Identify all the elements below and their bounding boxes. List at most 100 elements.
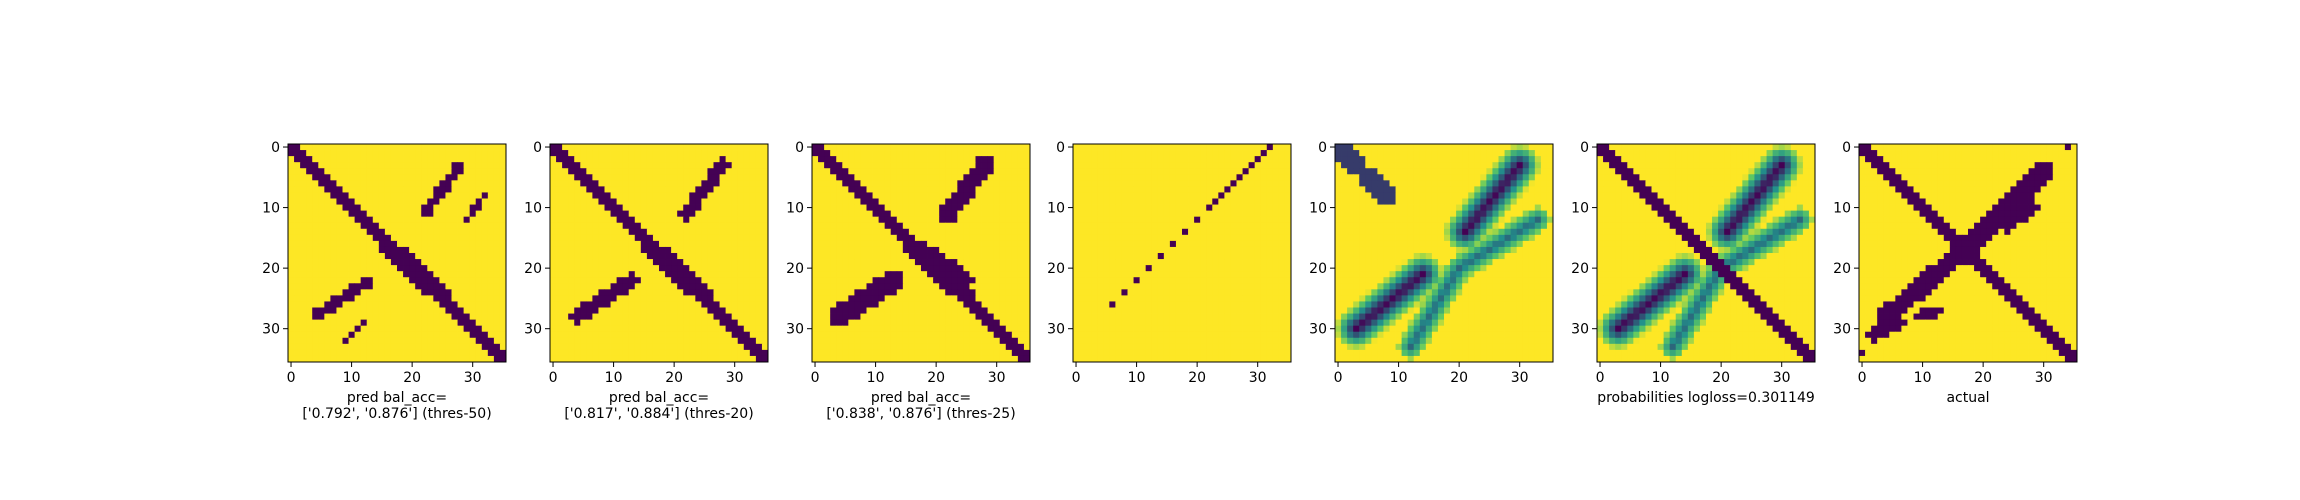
heatmap-cell [818, 337, 825, 345]
heatmap-cell [646, 168, 654, 175]
heatmap-cell [1139, 210, 1147, 218]
heatmap-cell [610, 289, 618, 296]
heatmap-cell [878, 174, 886, 181]
heatmap-cell [475, 253, 483, 260]
heatmap-cell [378, 271, 386, 278]
heatmap-cell [378, 210, 386, 218]
heatmap-cell [433, 355, 440, 363]
heatmap-cell [378, 307, 386, 314]
heatmap-cell [896, 216, 904, 224]
heatmap-cell [884, 162, 892, 169]
heatmap-cell [604, 325, 611, 333]
heatmap-cell [1133, 174, 1141, 181]
heatmap-cell [1206, 313, 1213, 321]
heatmap-cell [586, 319, 593, 327]
heatmap-cell [372, 228, 380, 236]
heatmap-cell [403, 168, 410, 175]
heatmap-cell [665, 253, 672, 260]
heatmap-cell [695, 228, 702, 236]
heatmap-cell [1218, 186, 1225, 193]
heatmap-cell [902, 277, 910, 284]
heatmap-cell [878, 192, 886, 199]
heatmap-cell [830, 295, 837, 302]
heatmap-cell [487, 265, 495, 272]
heatmap-cell [1242, 174, 1250, 181]
heatmap-cell [677, 198, 684, 205]
heatmap-cell [939, 289, 946, 296]
heatmap-cell [842, 265, 849, 272]
heatmap-cell [665, 343, 672, 351]
heatmap-cell [403, 156, 410, 163]
heatmap-cell [421, 271, 428, 278]
heatmap-cell [896, 277, 904, 284]
heatmap-cell [836, 307, 843, 314]
heatmap-cell [963, 295, 970, 302]
heatmap-cell [689, 301, 696, 308]
heatmap-cell [415, 174, 422, 181]
heatmap-cell [987, 265, 995, 272]
heatmap-cell [439, 253, 446, 260]
heatmap-cell [306, 228, 313, 236]
heatmap-cell [568, 301, 575, 308]
heatmap-cell [1121, 162, 1128, 169]
heatmap-cell [568, 307, 575, 314]
heatmap-cell [445, 180, 452, 187]
heatmap-cell [1017, 283, 1025, 290]
heatmap-cell [842, 156, 849, 163]
heatmap-cell [969, 192, 976, 199]
heatmap-cell [1109, 259, 1116, 266]
heatmap-cell [878, 325, 886, 333]
heatmap-cell [397, 313, 404, 321]
heatmap-cell [701, 355, 708, 363]
heatmap-cell [1182, 144, 1189, 151]
heatmap-cell [372, 204, 380, 212]
heatmap-cell [1151, 144, 1159, 151]
heatmap-cell [683, 355, 690, 363]
heatmap-cell [475, 283, 483, 290]
heatmap-cell [981, 144, 989, 151]
heatmap-cell [288, 301, 295, 308]
heatmap-cell [354, 174, 362, 181]
heatmap-cell [294, 174, 301, 181]
heatmap-cell [433, 198, 440, 205]
heatmap-cell [469, 156, 477, 163]
heatmap-cell [1085, 234, 1092, 242]
heatmap-cell [878, 259, 886, 266]
heatmap-cell [1151, 283, 1159, 290]
heatmap-cell [659, 271, 666, 278]
heatmap-cell [1005, 343, 1013, 351]
heatmap-cell [586, 307, 593, 314]
heatmap-cell [731, 204, 739, 212]
heatmap-cell [415, 168, 422, 175]
heatmap-cell [556, 228, 563, 236]
heatmap-cell [755, 210, 763, 218]
heatmap-cell [1005, 295, 1013, 302]
heatmap-cell [1218, 295, 1225, 302]
heatmap-cell [1127, 295, 1134, 302]
heatmap-cell [914, 283, 922, 290]
heatmap-cell [761, 289, 769, 296]
heatmap-cell [562, 174, 569, 181]
heatmap-cell [1278, 313, 1286, 321]
heatmap-cell [628, 307, 636, 314]
heatmap-cell [457, 168, 465, 175]
heatmap-cell [568, 204, 575, 212]
heatmap-cell [1097, 228, 1104, 236]
heatmap-cell [1073, 265, 1080, 272]
heatmap-cell [1254, 301, 1262, 308]
heatmap-cell [457, 180, 465, 187]
heatmap-cell [1175, 265, 1183, 272]
heatmap-cell [872, 210, 880, 218]
heatmap-cell [854, 337, 861, 345]
heatmap-cell [439, 295, 446, 302]
heatmap-cell [610, 222, 618, 230]
heatmap-cell [1157, 198, 1165, 205]
heatmap-cell [963, 307, 970, 314]
heatmap-cell [306, 271, 313, 278]
heatmap-cell [1109, 240, 1116, 248]
heatmap-cell [921, 174, 928, 181]
heatmap-cell [445, 331, 452, 339]
heatmap-cell [848, 253, 855, 260]
heatmap-cell [1230, 313, 1237, 321]
